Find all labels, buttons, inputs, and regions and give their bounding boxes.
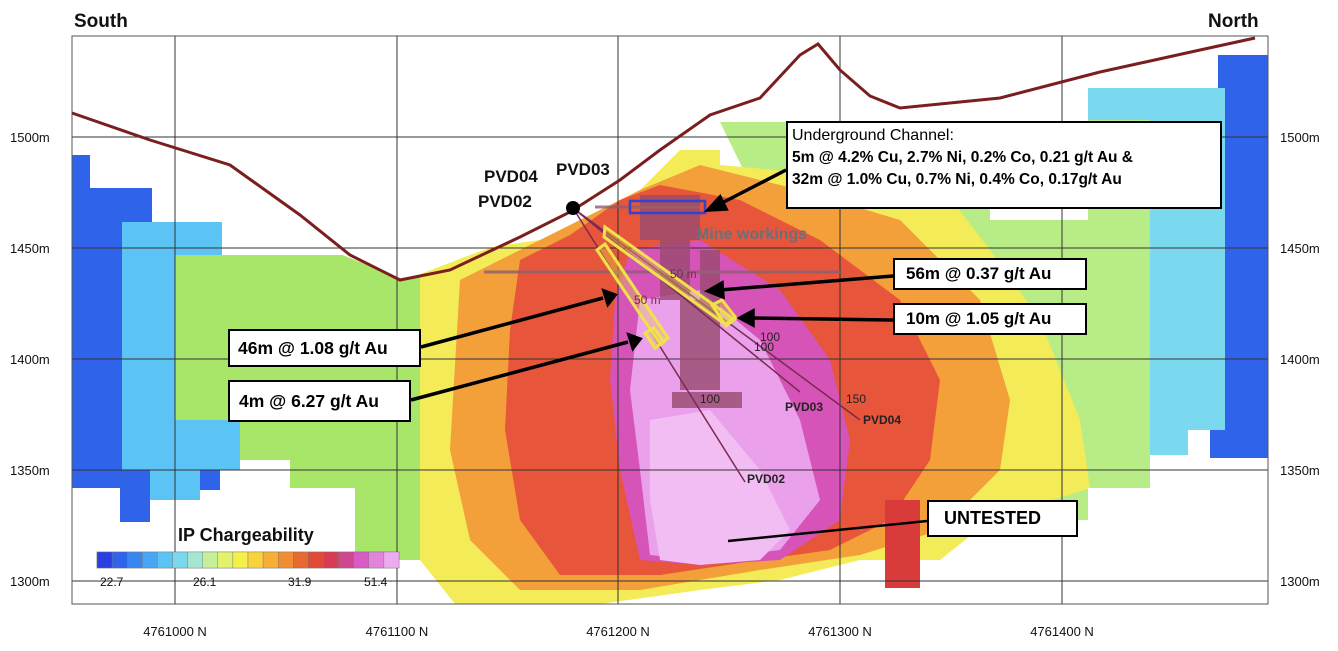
x-tick-label: 4761200 N bbox=[586, 624, 650, 639]
intercept-callout-4m: 4m @ 6.27 g/t Au bbox=[228, 380, 411, 422]
underground-channel-callout: Underground Channel: 5m @ 4.2% Cu, 2.7% … bbox=[786, 121, 1222, 209]
legend-tick-label: 31.9 bbox=[288, 575, 312, 589]
legend-color-cell bbox=[278, 551, 294, 569]
legend-color-cell bbox=[262, 551, 279, 569]
plot-frame bbox=[71, 35, 1269, 605]
x-tick-label: 4761300 N bbox=[808, 624, 872, 639]
y-tick-label: 1450m bbox=[10, 241, 50, 256]
legend-color-cell bbox=[368, 551, 385, 569]
y-tick-label: 1300m bbox=[1280, 574, 1320, 589]
south-label: South bbox=[74, 11, 128, 32]
intercept-box-4m bbox=[642, 326, 667, 351]
legend-color-cell bbox=[172, 551, 188, 569]
legend-title: IP Chargeability bbox=[178, 525, 314, 545]
legend-color-cell bbox=[142, 551, 158, 569]
legend-color-cells bbox=[96, 551, 400, 569]
drill-trace-pvd03 bbox=[572, 207, 801, 393]
underground-channel-line1: 5m @ 4.2% Cu, 2.7% Ni, 0.2% Co, 0.21 g/t… bbox=[792, 149, 1133, 166]
drill-trace-label: PVD04 bbox=[863, 413, 901, 427]
legend-color-cell bbox=[187, 551, 203, 569]
collar-label-pvd02: PVD02 bbox=[478, 192, 532, 211]
zone-blue-north bbox=[1210, 55, 1268, 470]
x-tick-label: 4761100 N bbox=[366, 624, 429, 639]
depth-tick-label: 100 bbox=[760, 330, 780, 344]
callout-arrows bbox=[410, 168, 928, 543]
legend-color-cell bbox=[232, 551, 249, 569]
zone-lightpink bbox=[650, 410, 790, 565]
y-tick-label: 1450m bbox=[1280, 241, 1320, 256]
underground-channel-line2: 32m @ 1.0% Cu, 0.7% Ni, 0.4% Co, 0.17g/t… bbox=[792, 171, 1122, 188]
intercept-box-46m bbox=[594, 241, 671, 347]
untested-callout: UNTESTED bbox=[927, 500, 1078, 537]
depth-tick-label: 100 bbox=[754, 340, 774, 354]
intercept-box-56m bbox=[602, 224, 735, 328]
y-tick-label: 1350m bbox=[1280, 463, 1320, 478]
legend-color-cell bbox=[338, 551, 354, 569]
legend-tick-label: 51.4 bbox=[364, 575, 388, 589]
legend-color-cell bbox=[157, 551, 173, 569]
legend-color-cell bbox=[96, 551, 113, 569]
blank-area-bottom bbox=[72, 488, 290, 604]
legend-color-cell bbox=[247, 551, 264, 569]
channel-sample-box bbox=[628, 199, 707, 215]
x-tick-label: 4761400 N bbox=[1030, 624, 1094, 639]
depth-tick-label: 150 bbox=[846, 392, 866, 406]
y-tick-label: 1500m bbox=[1280, 130, 1320, 145]
legend-color-cell bbox=[202, 551, 218, 569]
intercept-callout-10m: 10m @ 1.05 g/t Au bbox=[893, 303, 1087, 335]
legend-tick-label: 26.1 bbox=[193, 575, 217, 589]
x-tick-label: 4761000 N bbox=[143, 624, 207, 639]
intercept-boxes bbox=[594, 224, 739, 351]
zone-deep-red bbox=[885, 500, 920, 588]
legend-color-cell bbox=[126, 551, 143, 569]
legend-color-cell bbox=[353, 551, 370, 569]
y-tick-label: 1500m bbox=[10, 130, 50, 145]
legend-color-cell bbox=[293, 551, 309, 569]
collar-label-pvd04: PVD04 bbox=[484, 167, 538, 186]
y-axis-right: 1500m 1450m 1400m 1350m 1300m bbox=[1280, 130, 1320, 589]
intercept-box-10m bbox=[709, 298, 739, 329]
intercept-callout-46m: 46m @ 1.08 g/t Au bbox=[228, 329, 421, 367]
underground-channel-title: Underground Channel: bbox=[792, 127, 954, 144]
y-axis-left: 1500m 1450m 1400m 1350m 1300m bbox=[10, 130, 50, 589]
depth-tick-label-faint: 50 m bbox=[634, 293, 661, 307]
blank-area-bottom-right bbox=[920, 458, 1268, 604]
topography-line bbox=[71, 36, 1256, 282]
y-tick-label: 1350m bbox=[10, 463, 50, 478]
legend-color-cell bbox=[383, 551, 400, 569]
y-tick-label: 1300m bbox=[10, 574, 50, 589]
drill-trace-label: PVD02 bbox=[747, 472, 785, 486]
x-axis: 4761000 N 4761100 N 4761200 N 4761300 N … bbox=[143, 624, 1094, 639]
legend-color-cell bbox=[111, 551, 128, 569]
legend-color-cell bbox=[217, 551, 234, 569]
legend-color-cell bbox=[323, 551, 339, 569]
north-label: North bbox=[1208, 11, 1259, 32]
y-tick-label: 1400m bbox=[1280, 352, 1320, 367]
blank-area-sky bbox=[72, 36, 1268, 280]
mine-workings-label: Mine workings bbox=[696, 226, 807, 243]
drill-trace-label: PVD03 bbox=[785, 400, 823, 414]
intercept-callout-56m: 56m @ 0.37 g/t Au bbox=[893, 258, 1087, 290]
collar-marker bbox=[566, 201, 580, 215]
collar-label-pvd03: PVD03 bbox=[556, 160, 610, 179]
y-tick-label: 1400m bbox=[10, 352, 50, 367]
depth-tick-label: 100 bbox=[700, 392, 720, 406]
legend-tick-label: 22.7 bbox=[100, 575, 124, 589]
legend-color-cell bbox=[308, 551, 324, 569]
depth-tick-label-faint: 50 m bbox=[670, 267, 697, 281]
